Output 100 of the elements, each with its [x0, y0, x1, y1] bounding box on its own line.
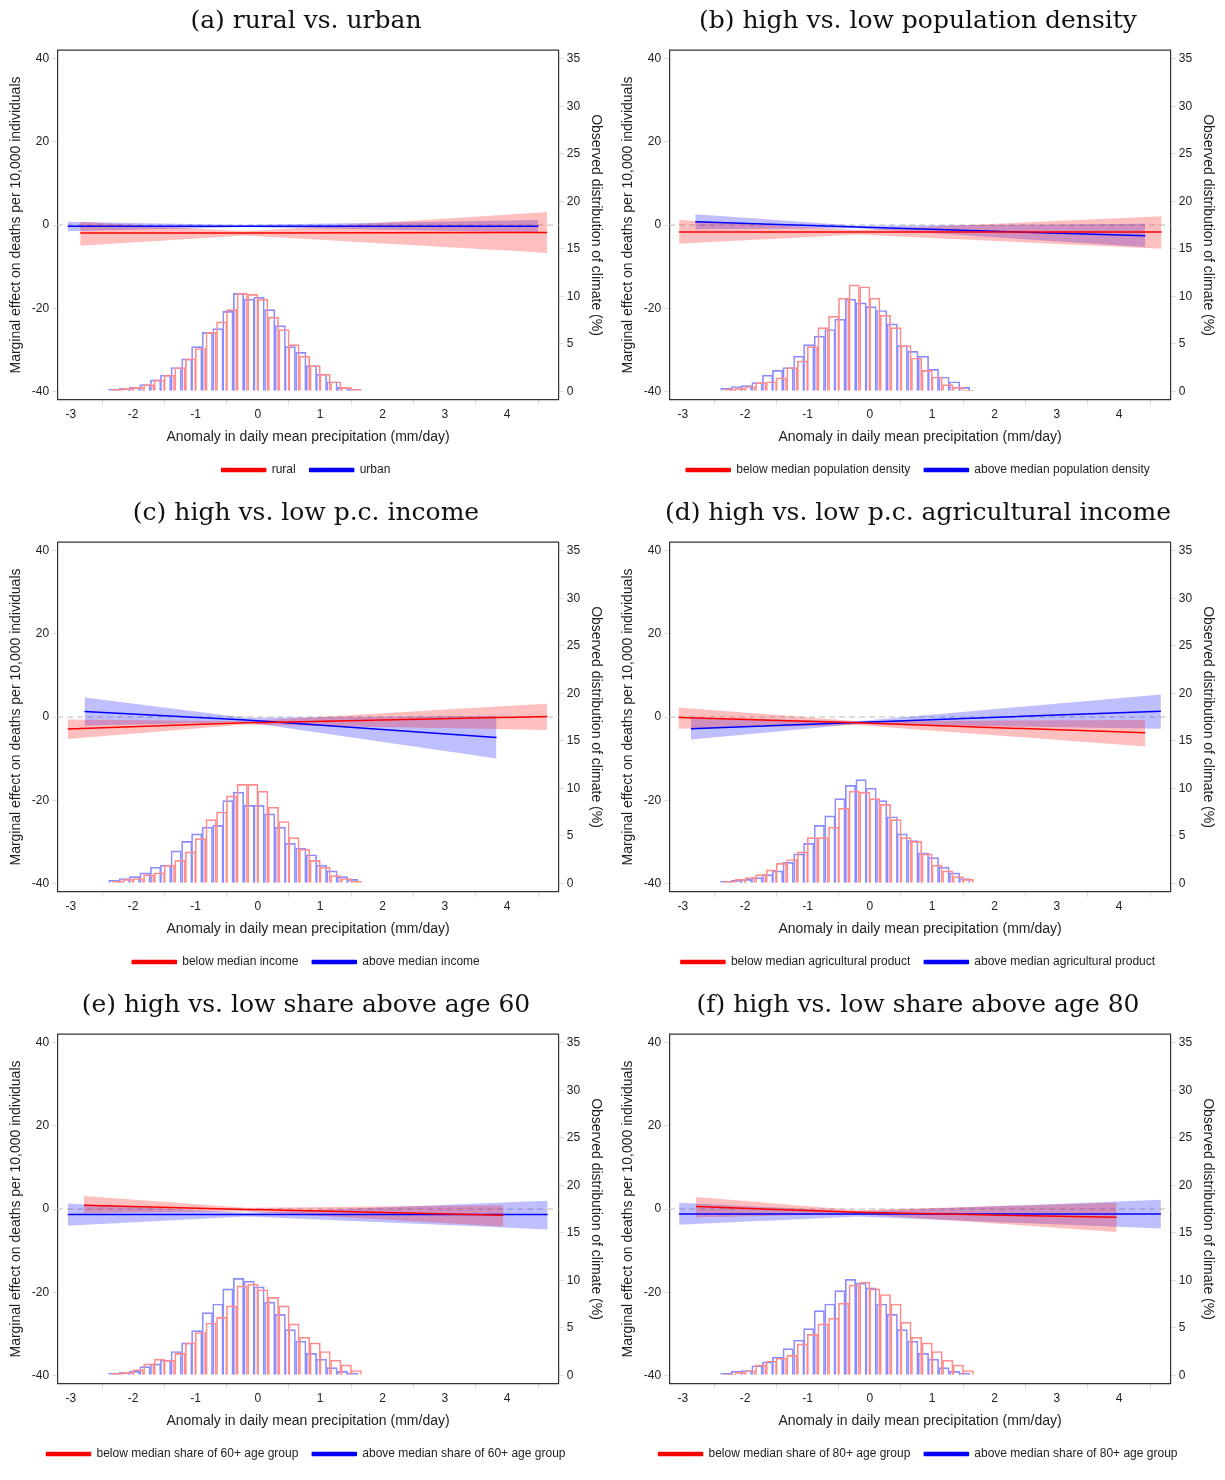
- y2-tick-label: 10: [566, 288, 581, 303]
- y2-tick-label: 5: [566, 336, 574, 351]
- x-tick-label: 4: [1115, 899, 1123, 914]
- y2-axis-title: Observed distribution of climate (%): [1200, 1098, 1217, 1320]
- y2-tick-label: 15: [1178, 1225, 1193, 1240]
- chart-title: (e) high vs. low share above age 60: [80, 988, 532, 1020]
- x-tick-label: -2: [127, 899, 139, 914]
- y2-tick-label: 30: [1178, 98, 1193, 113]
- x-tick-label: 1: [928, 407, 936, 422]
- y2-tick-label: 35: [566, 51, 581, 66]
- y2-tick-label: 30: [566, 1082, 581, 1097]
- y2-tick-label: 5: [566, 828, 574, 843]
- x-tick-label: 3: [441, 407, 449, 422]
- chart-title: (c) high vs. low p.c. income: [131, 496, 481, 528]
- x-tick-label: 2: [991, 899, 999, 914]
- x-tick-label: 4: [1115, 407, 1123, 422]
- y-tick-label: -40: [31, 383, 50, 398]
- y-tick-label: 40: [647, 542, 662, 557]
- y2-tick-label: 10: [566, 1272, 581, 1287]
- y-tick-label: -20: [643, 300, 662, 315]
- y-tick-label: -40: [31, 875, 50, 890]
- y2-tick-label: 35: [566, 1035, 581, 1050]
- x-tick-label: -3: [677, 899, 689, 914]
- x-tick-label: 0: [866, 899, 874, 914]
- x-tick-label: -3: [677, 1391, 689, 1406]
- y-axis-title: Marginal effect on deaths per 10,000 individuals: [7, 76, 24, 374]
- y-tick-label: 40: [35, 50, 50, 65]
- x-axis-title: Anomaly in daily mean precipitation (mm/day): [778, 920, 1062, 937]
- x-tick-label: -1: [802, 407, 814, 422]
- y-tick-label: -20: [643, 792, 662, 807]
- x-tick-label: -3: [65, 899, 77, 914]
- y-axis-title: Marginal effect on deaths per 10,000 individuals: [7, 1060, 24, 1358]
- y2-tick-label: 20: [1178, 685, 1193, 700]
- y-tick-label: 40: [35, 1034, 50, 1049]
- x-tick-label: -1: [190, 1391, 202, 1406]
- y-axis-title: Marginal effect on deaths per 10,000 individuals: [619, 1060, 636, 1358]
- x-tick-label: 4: [503, 407, 511, 422]
- legend-label: urban: [359, 462, 391, 477]
- y-tick-label: 20: [647, 626, 662, 641]
- x-tick-label: 1: [316, 407, 324, 422]
- x-tick-label: 2: [991, 1391, 999, 1406]
- y2-tick-label: 0: [1178, 875, 1186, 890]
- x-tick-label: 3: [1053, 407, 1061, 422]
- x-tick-label: 0: [254, 407, 262, 422]
- y2-tick-label: 20: [566, 685, 581, 700]
- chart-title: (b) high vs. low population density: [698, 4, 1138, 36]
- x-axis-title: Anomaly in daily mean precipitation (mm/day): [166, 920, 450, 937]
- x-axis-title: Anomaly in daily mean precipitation (mm/day): [166, 1412, 450, 1429]
- x-tick-label: 2: [379, 1391, 387, 1406]
- x-tick-label: 0: [866, 1391, 874, 1406]
- x-tick-label: 3: [441, 899, 449, 914]
- y2-tick-label: 5: [1178, 828, 1186, 843]
- y2-tick-label: 20: [566, 1177, 581, 1192]
- x-tick-label: -2: [739, 899, 751, 914]
- y2-tick-label: 25: [566, 146, 581, 161]
- y-tick-label: 20: [35, 626, 50, 641]
- x-tick-label: -3: [65, 1391, 77, 1406]
- y-tick-label: -20: [31, 792, 50, 807]
- y-tick-label: 20: [647, 1118, 662, 1133]
- y2-tick-label: 30: [1178, 1082, 1193, 1097]
- x-axis-title: Anomaly in daily mean precipitation (mm/day): [778, 428, 1062, 445]
- y2-tick-label: 0: [566, 383, 574, 398]
- y2-tick-label: 35: [1178, 1035, 1193, 1050]
- y2-tick-label: 20: [566, 193, 581, 208]
- x-tick-label: -3: [677, 407, 689, 422]
- legend-label: above median share of 60+ age group: [362, 1446, 566, 1461]
- x-tick-label: 4: [503, 899, 511, 914]
- y2-axis-title: Observed distribution of climate (%): [1200, 606, 1217, 828]
- x-tick-label: 3: [1053, 1391, 1061, 1406]
- x-tick-label: -2: [127, 1391, 139, 1406]
- legend-label: above median income: [362, 954, 481, 969]
- y-axis-title: Marginal effect on deaths per 10,000 individuals: [7, 568, 24, 866]
- y2-tick-label: 0: [1178, 1367, 1186, 1382]
- y2-tick-label: 35: [566, 543, 581, 558]
- y-tick-label: 0: [654, 1201, 662, 1216]
- x-tick-label: -2: [739, 407, 751, 422]
- y2-tick-label: 20: [1178, 193, 1193, 208]
- y2-tick-label: 10: [566, 780, 581, 795]
- y-axis-title: Marginal effect on deaths per 10,000 individuals: [619, 568, 636, 866]
- y-tick-label: 0: [654, 217, 662, 232]
- y2-tick-label: 0: [566, 875, 574, 890]
- y2-tick-label: 0: [566, 1367, 574, 1382]
- y2-tick-label: 30: [1178, 590, 1193, 605]
- y2-tick-label: 15: [566, 1225, 581, 1240]
- x-tick-label: -3: [65, 407, 77, 422]
- legend-label: above median population density: [974, 462, 1150, 477]
- x-tick-label: 3: [441, 1391, 449, 1406]
- y2-tick-label: 5: [1178, 1320, 1186, 1335]
- y-tick-label: -40: [643, 875, 662, 890]
- x-tick-label: 0: [254, 899, 262, 914]
- y2-tick-label: 35: [1178, 543, 1193, 558]
- x-tick-label: 0: [254, 1391, 262, 1406]
- y2-tick-label: 10: [1178, 1272, 1193, 1287]
- x-tick-label: -1: [190, 407, 202, 422]
- y-tick-label: -40: [643, 383, 662, 398]
- y2-tick-label: 35: [1178, 51, 1193, 66]
- y2-axis-title: Observed distribution of climate (%): [1200, 114, 1217, 336]
- y2-tick-label: 20: [1178, 1177, 1193, 1192]
- chart-title: (d) high vs. low p.c. agricultural income: [663, 496, 1173, 528]
- x-tick-label: -2: [127, 407, 139, 422]
